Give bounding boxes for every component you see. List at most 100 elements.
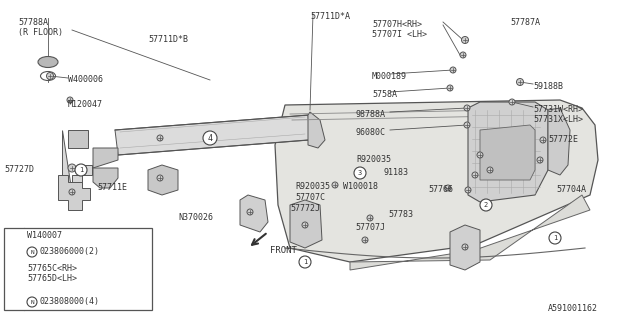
Circle shape xyxy=(552,235,559,242)
Text: N: N xyxy=(30,250,34,254)
Text: 57765D<LH>: 57765D<LH> xyxy=(27,274,77,283)
Text: (R FLOOR): (R FLOOR) xyxy=(18,28,63,37)
Text: FRONT: FRONT xyxy=(270,246,297,255)
Text: N: N xyxy=(30,300,34,305)
Circle shape xyxy=(8,268,20,280)
Circle shape xyxy=(509,99,515,105)
Circle shape xyxy=(367,215,373,221)
Polygon shape xyxy=(93,148,118,168)
Text: 57711D*A: 57711D*A xyxy=(310,12,350,21)
Polygon shape xyxy=(548,108,570,175)
Circle shape xyxy=(450,67,456,73)
Polygon shape xyxy=(148,165,178,195)
Text: 57766: 57766 xyxy=(428,185,453,194)
Circle shape xyxy=(480,199,492,211)
Text: 5758A: 5758A xyxy=(372,90,397,99)
Text: 3: 3 xyxy=(12,271,16,277)
Polygon shape xyxy=(58,175,90,210)
Text: 57772E: 57772E xyxy=(548,135,578,144)
Text: 57707H<RH>: 57707H<RH> xyxy=(372,20,422,29)
Polygon shape xyxy=(468,102,548,202)
Circle shape xyxy=(354,167,366,179)
Text: 023806000(2): 023806000(2) xyxy=(39,247,99,256)
Text: 2: 2 xyxy=(484,202,488,208)
Circle shape xyxy=(67,97,73,103)
Polygon shape xyxy=(290,200,322,248)
Circle shape xyxy=(472,172,478,178)
Circle shape xyxy=(247,209,253,215)
Circle shape xyxy=(27,247,37,257)
Text: 1: 1 xyxy=(12,233,16,239)
Circle shape xyxy=(445,185,451,191)
Circle shape xyxy=(157,135,163,141)
Polygon shape xyxy=(68,130,88,148)
Text: 4: 4 xyxy=(207,133,212,142)
Ellipse shape xyxy=(38,57,58,68)
Text: M120047: M120047 xyxy=(68,100,103,109)
Circle shape xyxy=(47,73,54,79)
Circle shape xyxy=(67,236,74,244)
Text: 57783: 57783 xyxy=(388,210,413,219)
Circle shape xyxy=(301,259,308,266)
Text: M000189: M000189 xyxy=(372,72,407,81)
Text: A591001162: A591001162 xyxy=(548,304,598,313)
Text: 57788A: 57788A xyxy=(18,18,48,27)
Text: R920035: R920035 xyxy=(295,182,330,191)
Circle shape xyxy=(487,167,493,173)
Polygon shape xyxy=(275,100,598,262)
Circle shape xyxy=(549,232,561,244)
Circle shape xyxy=(8,230,20,242)
Text: 57704A: 57704A xyxy=(556,185,586,194)
Circle shape xyxy=(332,182,338,188)
Text: W140007: W140007 xyxy=(27,231,62,240)
Circle shape xyxy=(540,137,546,143)
Text: W400006: W400006 xyxy=(68,75,103,84)
Text: 023808000(4): 023808000(4) xyxy=(39,297,99,306)
Text: R920035: R920035 xyxy=(356,155,391,164)
Circle shape xyxy=(447,85,453,91)
Polygon shape xyxy=(93,168,118,188)
Polygon shape xyxy=(308,112,325,148)
Circle shape xyxy=(69,189,75,195)
Text: 57707C: 57707C xyxy=(295,193,325,202)
Circle shape xyxy=(516,78,524,85)
Circle shape xyxy=(27,297,37,307)
Circle shape xyxy=(75,164,87,176)
Polygon shape xyxy=(115,115,310,155)
Text: 57707I <LH>: 57707I <LH> xyxy=(372,30,427,39)
Bar xyxy=(4,228,152,310)
Polygon shape xyxy=(450,225,480,270)
Text: N370026: N370026 xyxy=(178,213,213,222)
Circle shape xyxy=(462,244,468,250)
Text: 57731X<LH>: 57731X<LH> xyxy=(533,115,583,124)
Circle shape xyxy=(477,152,483,158)
Circle shape xyxy=(203,131,217,145)
Text: 98788A: 98788A xyxy=(355,110,385,119)
Text: 3: 3 xyxy=(358,170,362,176)
Text: 57711D*B: 57711D*B xyxy=(148,35,188,44)
Text: 57787A: 57787A xyxy=(510,18,540,27)
Text: 57731W<RH>: 57731W<RH> xyxy=(533,105,583,114)
Circle shape xyxy=(8,246,20,258)
Text: 96080C: 96080C xyxy=(355,128,385,137)
Circle shape xyxy=(464,105,470,111)
Circle shape xyxy=(465,187,471,193)
Circle shape xyxy=(299,256,311,268)
Text: 91183: 91183 xyxy=(383,168,408,177)
Text: 2: 2 xyxy=(12,249,16,255)
Text: 1: 1 xyxy=(553,235,557,241)
Text: 1: 1 xyxy=(79,167,83,173)
Text: 57765C<RH>: 57765C<RH> xyxy=(27,264,77,273)
Text: 59188B: 59188B xyxy=(533,82,563,91)
Circle shape xyxy=(362,237,368,243)
Text: 57707J: 57707J xyxy=(355,223,385,232)
Polygon shape xyxy=(480,125,535,180)
Circle shape xyxy=(464,122,470,128)
Polygon shape xyxy=(62,130,92,195)
Text: 57727D: 57727D xyxy=(4,165,34,174)
Circle shape xyxy=(157,175,163,181)
Circle shape xyxy=(537,157,543,163)
Text: W100018: W100018 xyxy=(343,182,378,191)
Circle shape xyxy=(68,164,76,172)
Text: 4: 4 xyxy=(12,299,16,305)
